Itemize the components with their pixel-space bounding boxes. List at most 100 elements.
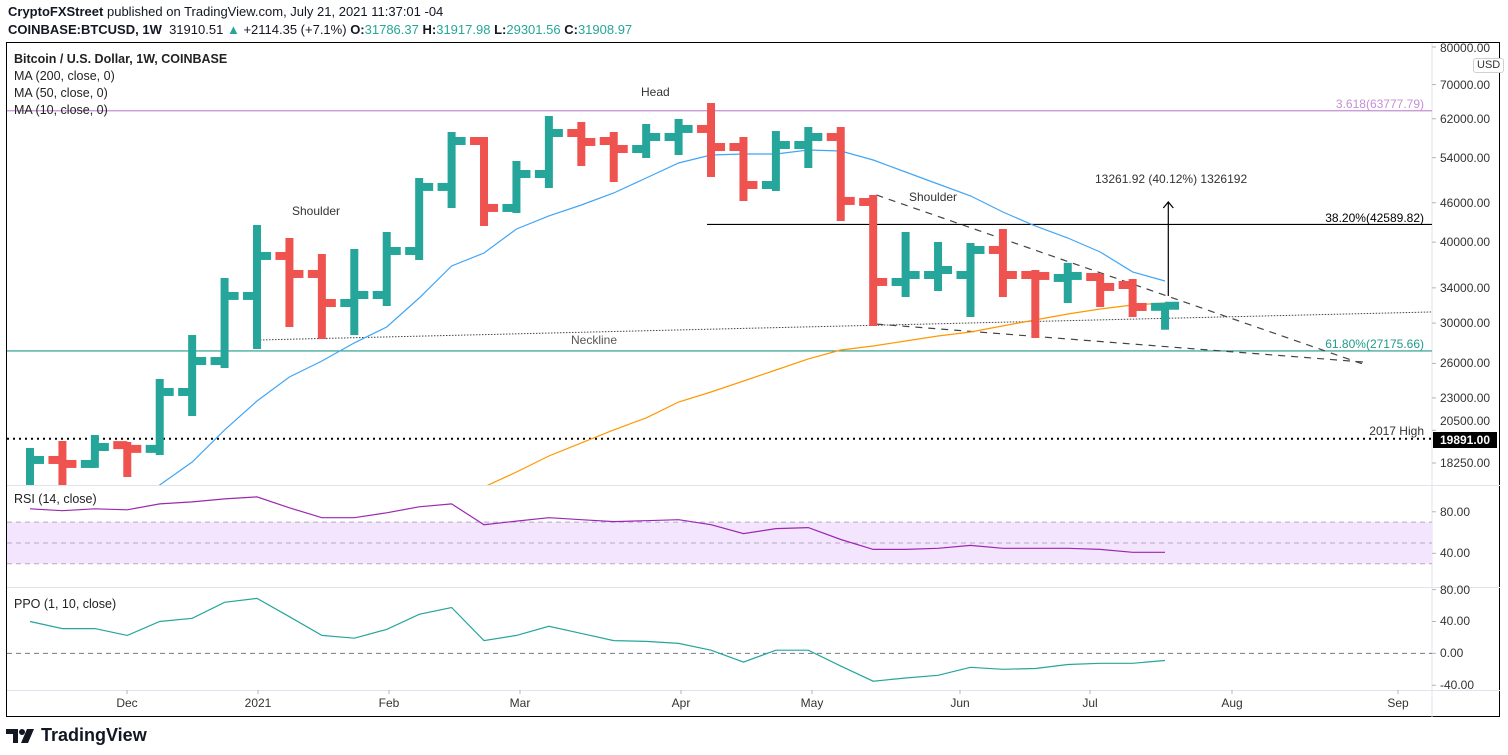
annotation-neckline[interactable]: Neckline <box>571 333 618 347</box>
legend-ma200[interactable]: MA (200, close, 0) <box>14 69 115 83</box>
annotation-head[interactable]: Head <box>641 85 670 99</box>
time-axis-label: Dec <box>116 696 138 710</box>
ohlc-bar <box>1118 278 1147 317</box>
time-axis-label: Mar <box>509 696 531 710</box>
high-value: 31917.98 <box>436 22 491 37</box>
symbol: COINBASE:BTCUSD, 1W <box>8 22 162 37</box>
open-label: O: <box>350 22 365 37</box>
tradingview-logo[interactable]: TradingView <box>6 725 147 746</box>
legend-ma50[interactable]: MA (50, close, 0) <box>14 86 108 100</box>
low-value: 29301.56 <box>506 22 561 37</box>
price-axis-label: 26000.00 <box>1440 356 1491 371</box>
time-axis-label: Sep <box>1387 696 1409 710</box>
rsi-pane[interactable] <box>7 496 1432 565</box>
ohlc-bar <box>956 242 985 317</box>
time-axis-label: Apr <box>671 696 691 710</box>
ohlc-bar <box>924 241 953 291</box>
fib-618-label[interactable]: 61.80%(27175.66) <box>1325 337 1424 351</box>
published-text: published on TradingView.com, July 21, 2… <box>106 4 444 19</box>
axes <box>126 46 1436 694</box>
legend-rsi[interactable]: RSI (14, close) <box>14 492 97 506</box>
ohlc-bar <box>599 131 628 182</box>
price-axis-label: 54000.00 <box>1440 150 1491 165</box>
ohlc-bar <box>502 160 531 213</box>
currency-button[interactable]: USD <box>1473 58 1505 73</box>
rsi-axis-label: 40.00 <box>1440 546 1471 561</box>
ohlc-bar <box>729 136 758 201</box>
ohlc-bar <box>891 231 920 297</box>
legend-title[interactable]: Bitcoin / U.S. Dollar, 1W, COINBASE <box>14 52 228 66</box>
symbol-info: COINBASE:BTCUSD, 1W 31910.51 ▲ +2114.35 … <box>8 22 632 37</box>
ohlc-bar <box>405 177 434 260</box>
ohlc-bar <box>1021 269 1050 339</box>
ma50-line <box>486 302 1166 485</box>
ohlc-bar <box>26 448 44 485</box>
trendline-lower-wedge <box>876 323 1363 363</box>
close-label: C: <box>564 22 578 37</box>
publish-info: CryptoFXStreet published on TradingView.… <box>8 4 443 19</box>
ohlc-bar <box>859 194 888 326</box>
close-value: 31908.97 <box>577 22 633 37</box>
ohlc-bar <box>567 121 596 166</box>
ohlc-bar <box>1151 301 1180 330</box>
ppo-pane[interactable] <box>7 597 1432 682</box>
ma10-line <box>158 149 1166 485</box>
price-axis-label: 20500.00 <box>1440 414 1491 429</box>
annotation-right-shoulder[interactable]: Shoulder <box>909 190 958 204</box>
chart-frame[interactable] <box>6 42 1500 717</box>
author: CryptoFXStreet <box>8 4 104 19</box>
triangle-up-icon: ▲ <box>226 22 240 37</box>
price-axis-label: 46000.00 <box>1440 195 1491 210</box>
ppo-axis-label: -40.00 <box>1440 678 1475 693</box>
rsi-line <box>29 496 1165 553</box>
annotation-left-shoulder[interactable]: Shoulder <box>292 204 341 218</box>
open-value: 31786.37 <box>364 22 419 37</box>
price-axis-label: 70000.00 <box>1440 77 1491 92</box>
time-axis-label: Jun <box>950 696 970 710</box>
ohlc-bar <box>988 228 1017 297</box>
ohlc-bar <box>470 136 499 226</box>
ohlc-bar <box>632 124 661 158</box>
ohlc-bar <box>664 118 693 155</box>
price-pane[interactable] <box>7 102 1432 509</box>
price-axis-label: 18250.00 <box>1440 456 1491 471</box>
price-badge-2017-high: 19891.00 <box>1433 432 1497 448</box>
ohlc-bar <box>307 253 336 340</box>
ohlc-bar <box>437 131 466 208</box>
legend-ma10[interactable]: MA (10, close, 0) <box>14 103 108 117</box>
ohlc-bar <box>145 378 174 455</box>
price-axis-label: 80000.00 <box>1440 40 1491 55</box>
tradingview-logo-icon <box>6 728 34 743</box>
price-axis-label: 30000.00 <box>1440 316 1491 331</box>
ohlc-bar <box>48 440 77 485</box>
time-axis-label: 2021 <box>244 696 272 710</box>
time-axis-label: Jul <box>1082 696 1098 710</box>
fib-382-label[interactable]: 38.20%(42589.82) <box>1325 211 1424 225</box>
ohlc-bar <box>275 237 304 327</box>
ohlc-bar <box>794 126 823 168</box>
ohlc-bar <box>340 248 369 335</box>
price-axis-label: 34000.00 <box>1440 280 1491 295</box>
low-label: L: <box>494 22 507 37</box>
price-change: +2114.35 (+7.1%) <box>243 22 347 37</box>
ppo-axis-label: 0.00 <box>1440 646 1464 661</box>
high-label: H: <box>422 22 437 37</box>
measure-label[interactable]: 13261.92 (40.12%) 1326192 <box>1095 172 1248 186</box>
price-axis-label: 62000.00 <box>1440 111 1491 126</box>
ppo-line <box>29 597 1166 682</box>
ohlc-bar <box>178 334 207 416</box>
arrow-up-icon <box>1162 201 1174 209</box>
ppo-axis-label: 80.00 <box>1440 582 1471 597</box>
ohlc-bar <box>372 231 401 306</box>
ohlc-bar <box>697 102 726 177</box>
price-axis-label: 23000.00 <box>1440 390 1491 405</box>
legend-ppo[interactable]: PPO (1, 10, close) <box>14 597 117 611</box>
trendline-upper-wedge <box>876 194 1364 365</box>
time-axis-label: Aug <box>1221 696 1243 710</box>
ohlc-bar <box>1053 262 1082 304</box>
high-2017-label[interactable]: 2017 High <box>1369 424 1424 438</box>
fib-3618-label[interactable]: 3.618(63777.79) <box>1335 97 1424 111</box>
ohlc-bar <box>761 130 790 191</box>
time-axis-label: Feb <box>378 696 400 710</box>
